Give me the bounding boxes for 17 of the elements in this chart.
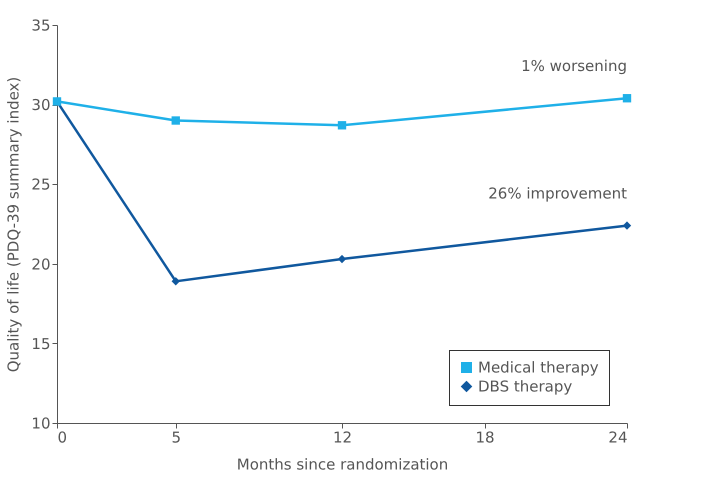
x-tick-label: 24 xyxy=(608,428,628,446)
x-tick-label: 0 xyxy=(58,428,68,446)
x-tick-label: 5 xyxy=(171,428,182,446)
y-tick-label: 20 xyxy=(31,255,50,274)
x-tick-label: 12 xyxy=(332,428,352,446)
x-axis-title: Months since randomization xyxy=(236,456,448,474)
legend-label: Medical therapy xyxy=(478,358,599,376)
y-tick-label: 10 xyxy=(31,414,50,432)
y-tick-label: 35 xyxy=(31,16,50,34)
annotation: 26% improvement xyxy=(488,184,628,203)
y-axis-title: Quality of life (PDQ-39 summary index) xyxy=(4,76,22,372)
y-tick-label: 30 xyxy=(31,96,50,114)
y-tick-label: 15 xyxy=(31,334,50,353)
y-tick-label: 25 xyxy=(31,176,50,194)
x-tick-label: 18 xyxy=(475,428,495,446)
legend-label: DBS therapy xyxy=(478,378,572,396)
annotation: 1% worsening xyxy=(521,57,627,76)
